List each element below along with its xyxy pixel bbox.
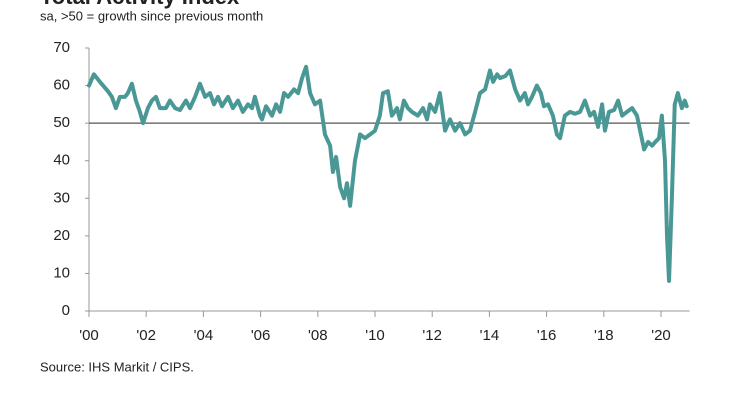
x-tick-label: '08	[308, 327, 328, 344]
x-tick-label: '12	[422, 327, 442, 344]
y-tick-label: 60	[53, 77, 70, 94]
y-tick-label: 10	[53, 264, 70, 281]
x-tick-label: '10	[365, 327, 385, 344]
x-tick-label: '16	[537, 327, 557, 344]
y-tick-label: 0	[62, 302, 70, 319]
x-tick-label: '18	[594, 327, 614, 344]
x-tick-label: '00	[79, 327, 99, 344]
y-tick-label: 70	[53, 39, 70, 56]
y-tick-label: 40	[53, 152, 70, 169]
chart-subtitle: sa, >50 = growth since previous month	[40, 8, 263, 23]
y-tick-label: 20	[53, 227, 70, 244]
x-tick-label: '20	[651, 327, 671, 344]
y-tick-label: 50	[53, 114, 70, 131]
x-tick-label: '14	[480, 327, 500, 344]
x-tick-label: '02	[136, 327, 156, 344]
x-tick-label: '06	[251, 327, 271, 344]
chart-title: Total Activity Index	[40, 0, 240, 9]
source-note: Source: IHS Markit / CIPS.	[40, 359, 194, 374]
data-line	[87, 64, 689, 283]
x-tick-label: '04	[194, 327, 214, 344]
y-tick-label: 30	[53, 189, 70, 206]
